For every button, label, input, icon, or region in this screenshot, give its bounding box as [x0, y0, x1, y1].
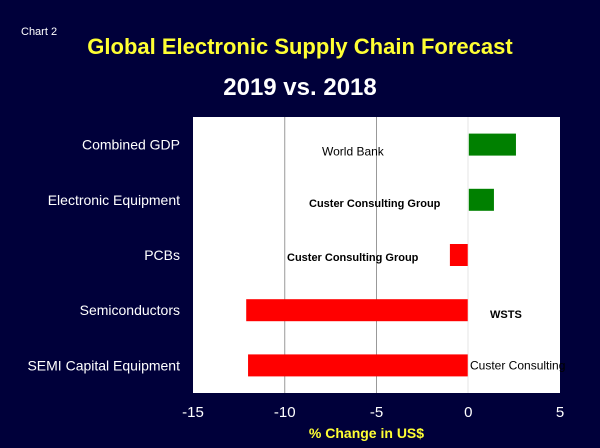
source-label-1: Custer Consulting Group: [309, 198, 441, 210]
category-label-3: Semiconductors: [80, 302, 180, 318]
x-tick-label-1: -10: [274, 404, 296, 421]
bar-3: [246, 299, 469, 322]
chart-title: Global Electronic Supply Chain Forecast: [87, 34, 513, 59]
source-label-4: Custer Consulting: [470, 358, 565, 372]
x-tick-label-2: -5: [370, 404, 383, 421]
category-label-0: Combined GDP: [82, 137, 180, 153]
x-axis-label: % Change in US$: [309, 425, 424, 441]
category-label-1: Electronic Equipment: [48, 192, 180, 208]
bar-1: [468, 188, 494, 211]
category-label-4: SEMI Capital Equipment: [27, 357, 180, 373]
chart-number-label: Chart 2: [21, 26, 58, 38]
chart-subtitle: 2019 vs. 2018: [223, 74, 377, 101]
source-label-2: Custer Consulting Group: [287, 252, 419, 264]
bar-0: [468, 133, 516, 156]
bar-4: [248, 354, 469, 377]
source-label-3: WSTS: [490, 309, 522, 321]
x-tick-label-0: -15: [182, 404, 204, 421]
x-tick-label-4: 5: [556, 404, 564, 421]
source-label-0: World Bank: [322, 145, 385, 159]
bar-2: [449, 244, 469, 266]
category-label-2: PCBs: [144, 247, 180, 263]
x-tick-label-3: 0: [464, 404, 472, 421]
